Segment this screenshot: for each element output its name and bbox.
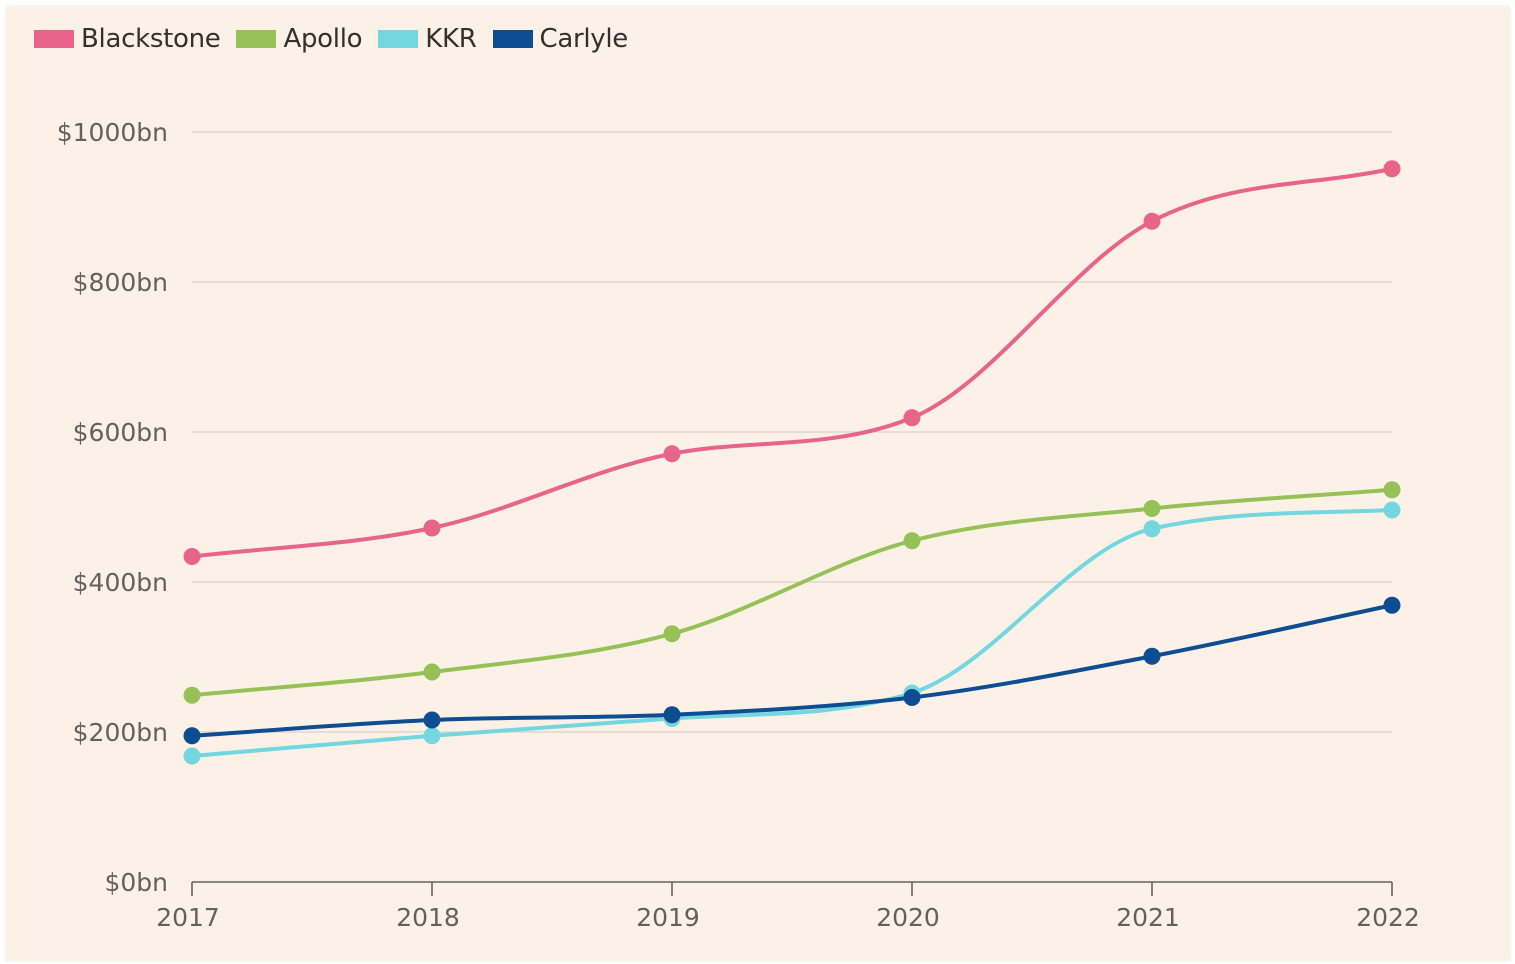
x-tick-label: 2022: [1356, 903, 1420, 932]
data-point-carlyle: [1143, 647, 1161, 665]
data-point-apollo: [1383, 481, 1401, 499]
data-point-blackstone: [663, 445, 681, 463]
gridlines: [192, 131, 1392, 733]
data-point-blackstone: [423, 519, 441, 537]
axes: $0bn $200bn $400bn $600bn $800bn $1000bn 2017 2…: [57, 118, 1420, 932]
legend-label-kkr: KKR: [425, 24, 477, 54]
data-point-blackstone: [1143, 212, 1161, 230]
legend-label-carlyle: Carlyle: [539, 24, 629, 54]
y-tick-label: $400bn: [73, 568, 168, 597]
data-point-apollo: [903, 532, 921, 550]
legend-label-apollo: Apollo: [283, 24, 363, 54]
chart-panel: [6, 6, 1510, 961]
y-tick-label: $600bn: [73, 418, 168, 447]
series-line-apollo: [190, 487, 1394, 698]
data-point-apollo: [1143, 500, 1161, 517]
data-point-carlyle: [1383, 596, 1401, 614]
data-point-blackstone: [183, 548, 201, 565]
data-point-apollo: [183, 686, 201, 704]
chart-legend: Blackstone Apollo KKR Carlyle: [34, 22, 644, 56]
legend-swatch-blackstone: [34, 30, 74, 48]
data-point-blackstone: [1383, 160, 1401, 178]
series-line-blackstone: [190, 166, 1394, 559]
y-tick-label: $0bn: [104, 868, 168, 897]
legend-item-carlyle: Carlyle: [492, 24, 629, 54]
data-point-kkr: [183, 747, 201, 765]
legend-item-blackstone: Blackstone: [34, 24, 221, 54]
data-point-kkr: [1143, 520, 1161, 538]
x-tick-label: 2018: [396, 903, 460, 932]
x-tick-label: 2020: [876, 903, 940, 932]
series-line-carlyle: [190, 603, 1394, 738]
y-tick-label: $200bn: [73, 718, 168, 747]
y-tick-label: $800bn: [73, 268, 168, 297]
legend-swatch-apollo: [236, 30, 277, 48]
series-lines: [190, 166, 1394, 758]
legend-swatch-carlyle: [492, 30, 533, 48]
data-point-carlyle: [423, 711, 441, 729]
series-points: [183, 160, 1401, 765]
series-line-kkr: [190, 508, 1394, 758]
x-tick-label: 2017: [156, 903, 220, 932]
data-point-carlyle: [183, 727, 201, 745]
y-tick-label: $1000bn: [57, 118, 168, 147]
x-tick-label: 2019: [636, 903, 700, 932]
legend-item-kkr: KKR: [378, 24, 477, 54]
data-point-carlyle: [903, 689, 921, 706]
data-point-apollo: [423, 663, 441, 681]
legend-swatch-kkr: [378, 30, 419, 48]
data-point-apollo: [663, 625, 681, 643]
data-point-kkr: [1383, 501, 1401, 519]
data-point-kkr: [423, 727, 441, 745]
x-tick-label: 2021: [1116, 903, 1180, 932]
legend-label-blackstone: Blackstone: [81, 24, 221, 54]
data-point-blackstone: [903, 409, 921, 427]
data-point-carlyle: [663, 706, 681, 724]
legend-item-apollo: Apollo: [236, 24, 363, 54]
